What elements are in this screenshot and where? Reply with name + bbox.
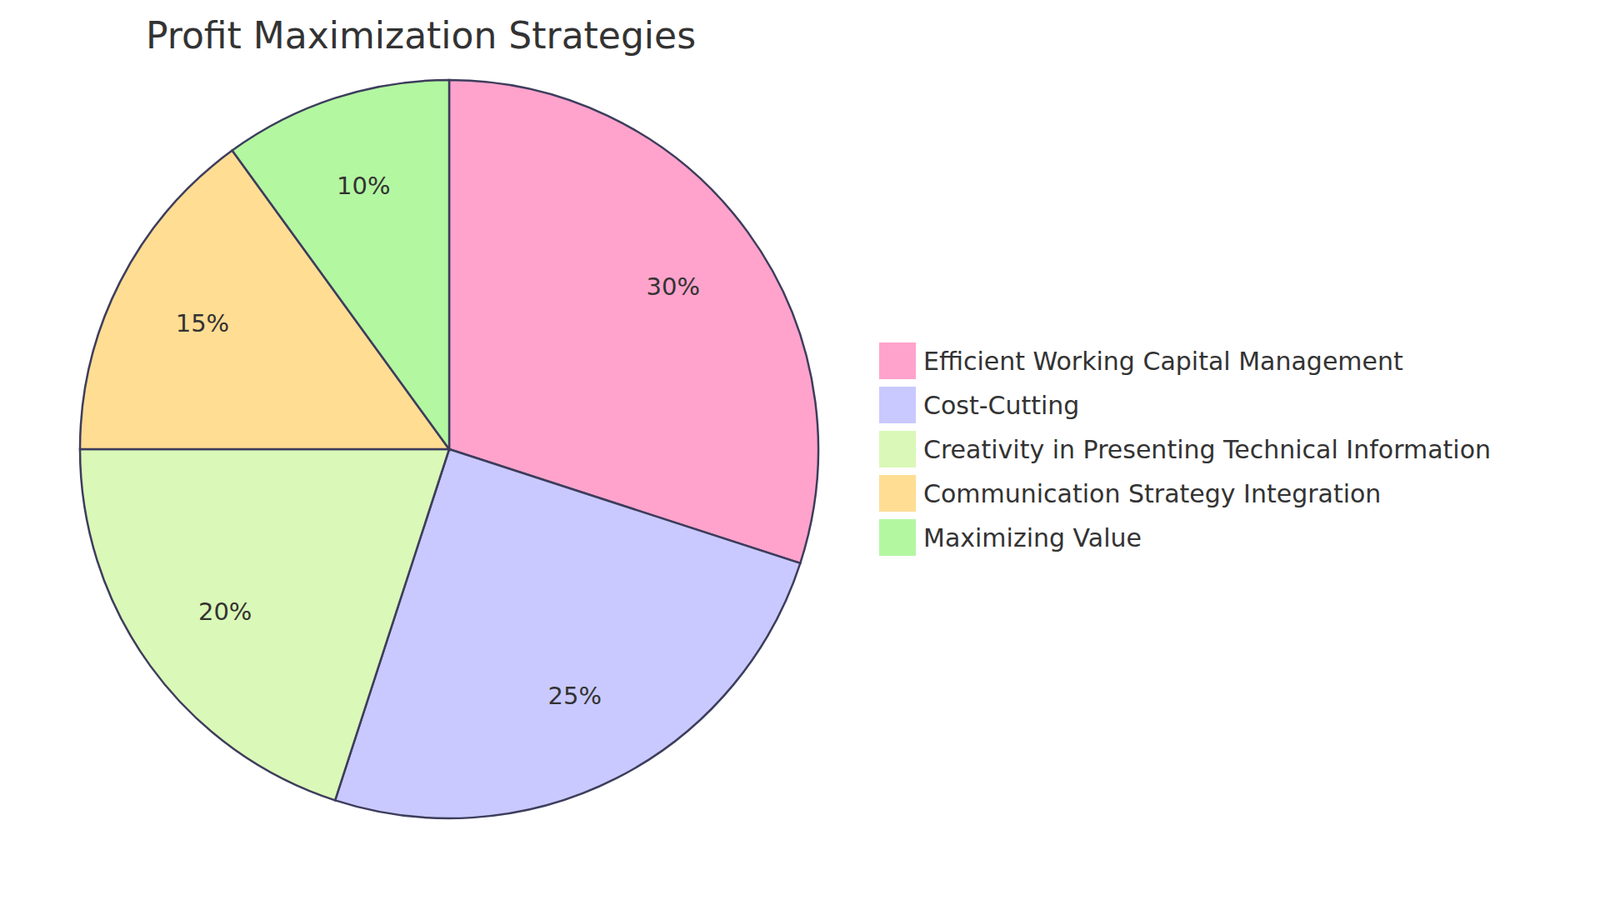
legend-label: Cost-Cutting	[923, 390, 1080, 420]
legend: Efficient Working Capital Management Cost…	[879, 342, 1491, 556]
legend-swatch	[879, 430, 916, 468]
legend-swatch	[879, 342, 916, 380]
data-labels: 30% 25% 20% 15% 10%	[175, 171, 700, 710]
data-label: 30%	[646, 272, 700, 301]
slice	[80, 449, 450, 800]
data-label: 10%	[336, 171, 390, 200]
legend-label: Efficient Working Capital Management	[923, 346, 1404, 376]
data-label: 25%	[548, 681, 602, 710]
data-label: 20%	[198, 597, 252, 626]
legend-swatch	[879, 386, 916, 424]
legend-swatch	[879, 519, 916, 556]
data-label: 15%	[175, 309, 230, 338]
title: Profit Maximization Strategies	[145, 14, 696, 57]
legend-label: Maximizing Value	[923, 523, 1142, 553]
legend-label: Creativity in Presenting Technical Infor…	[923, 435, 1491, 465]
legend-swatch	[879, 475, 916, 512]
chart: Profit Maximization Strategies 30% 25% 20% 1…	[0, 0, 1600, 900]
slice	[232, 80, 450, 450]
slices	[80, 80, 819, 819]
legend-label: Communication Strategy Integration	[923, 479, 1381, 509]
